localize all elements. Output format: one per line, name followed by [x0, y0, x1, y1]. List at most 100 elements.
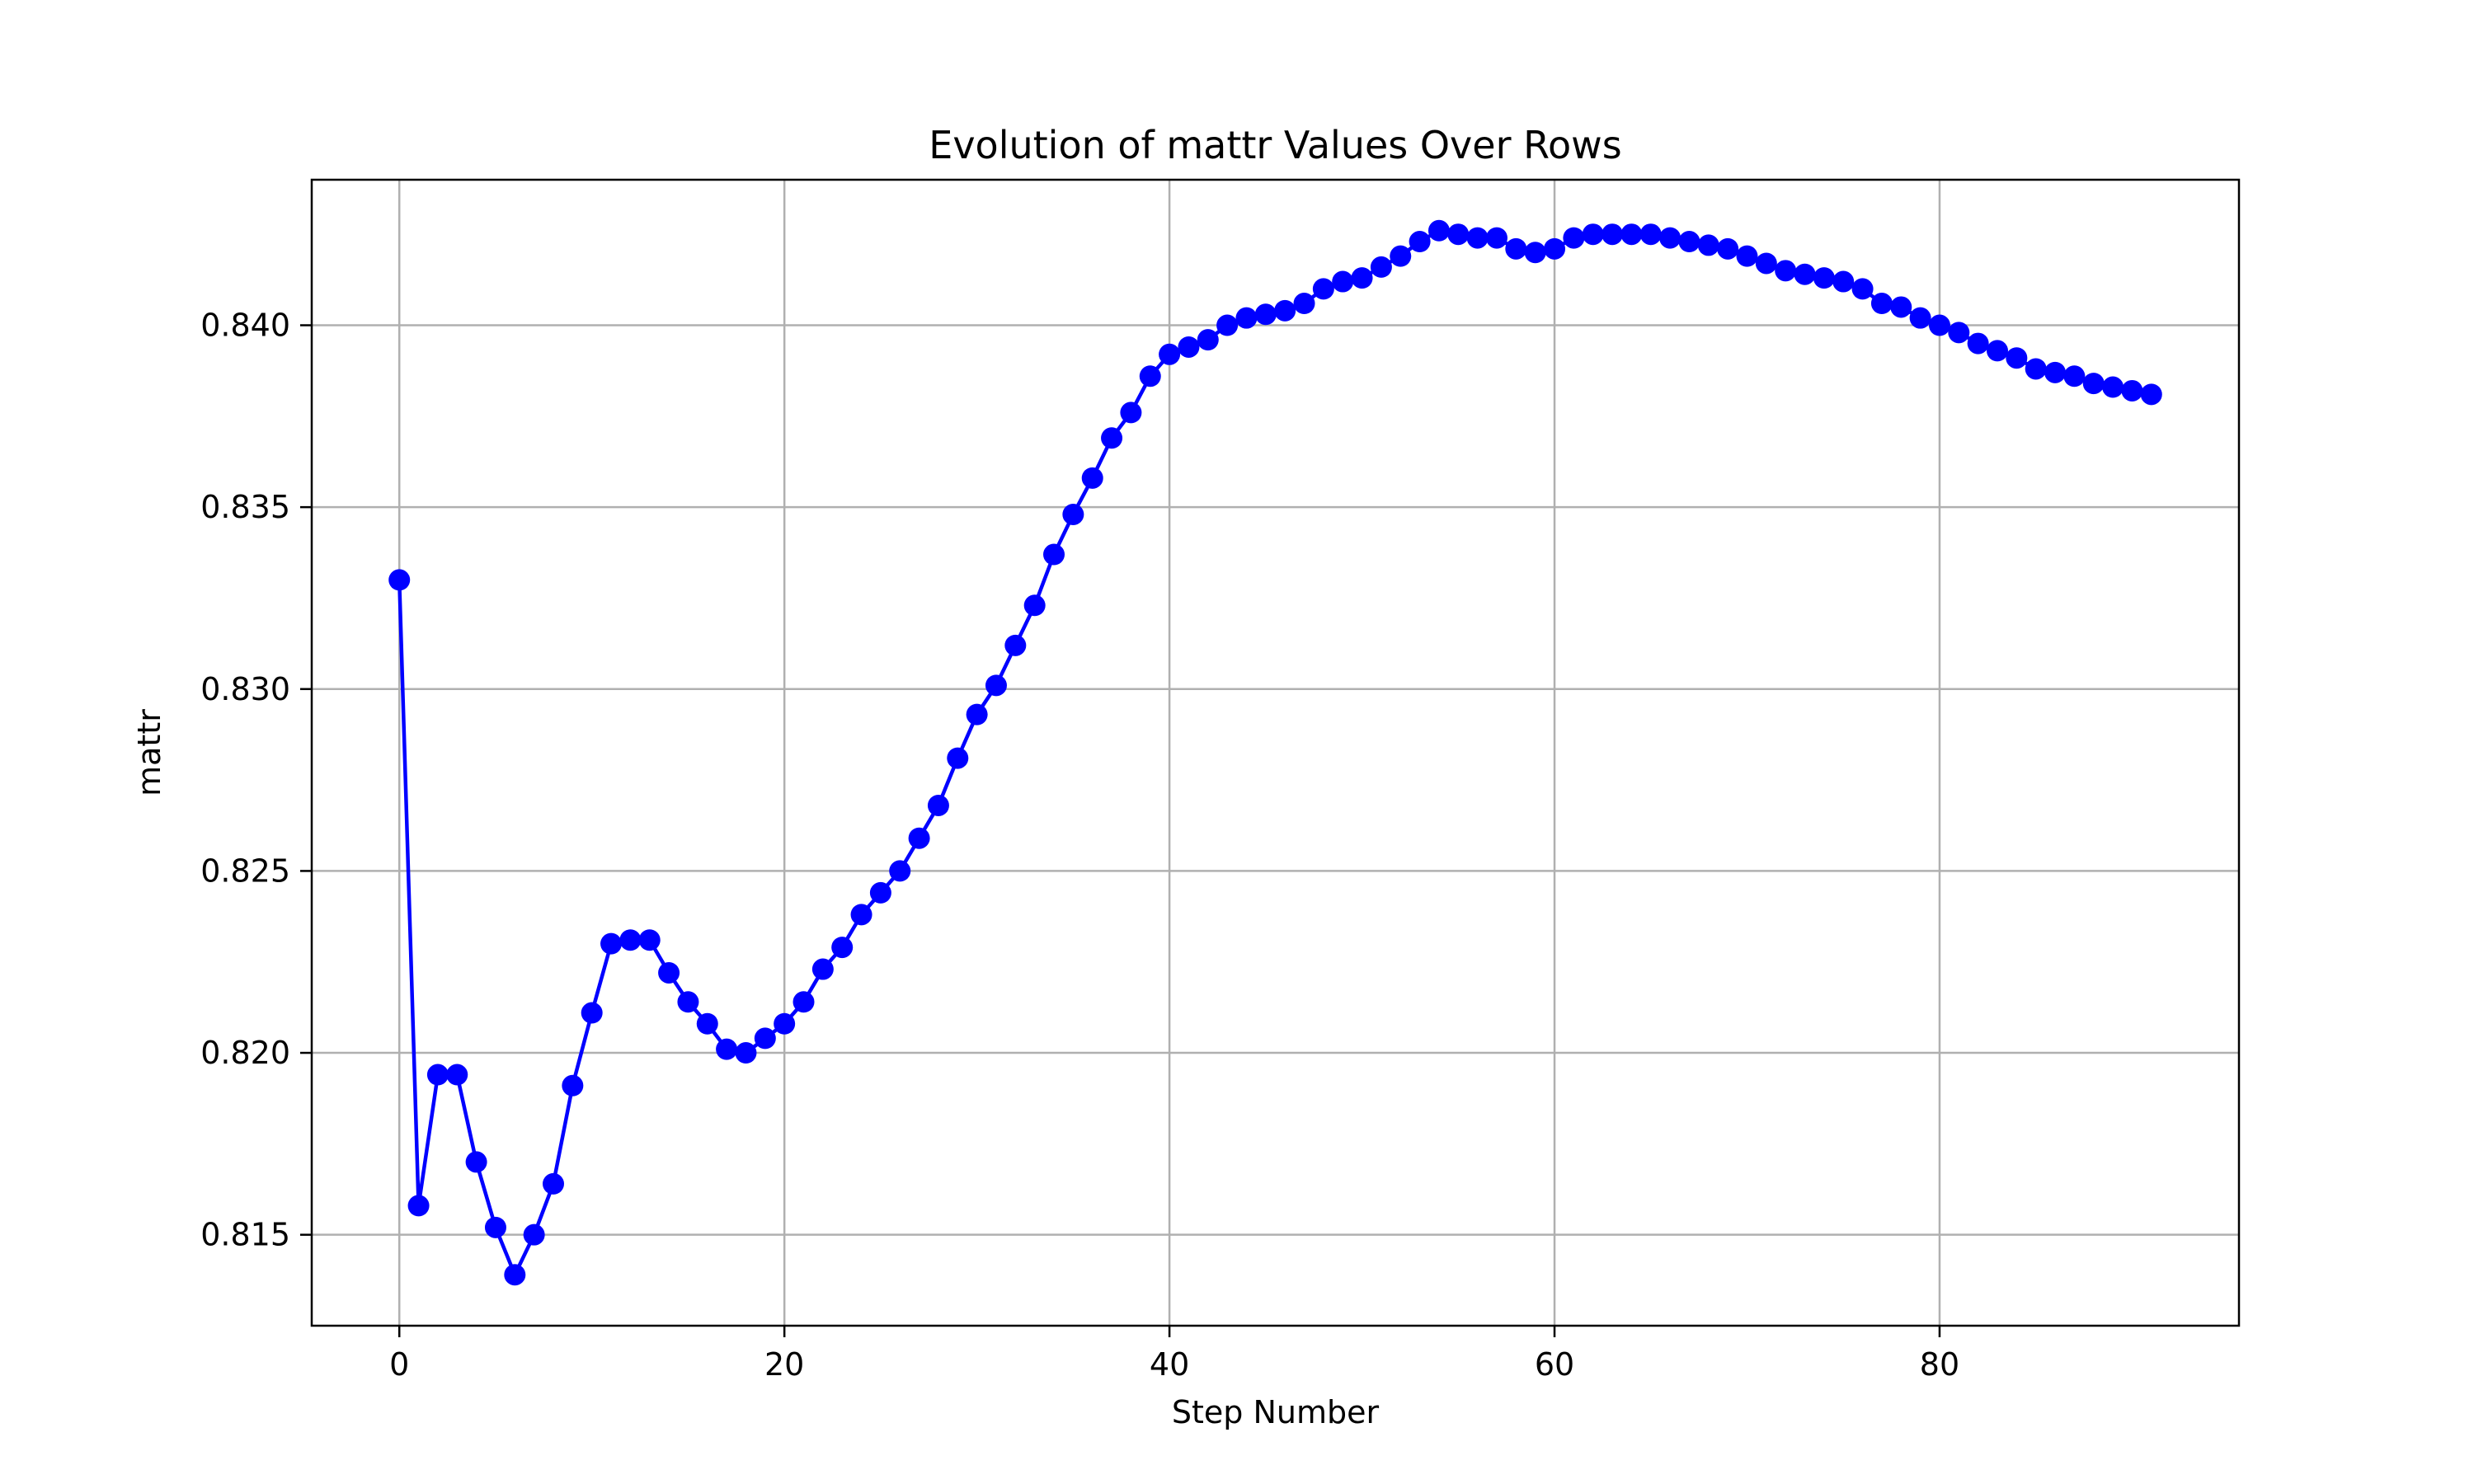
data-point: [1813, 267, 1835, 289]
data-point: [1159, 343, 1181, 365]
data-point: [831, 937, 854, 959]
data-point: [1505, 237, 1527, 260]
data-point: [1178, 336, 1200, 358]
y-tick-label: 0.820: [200, 1035, 290, 1071]
data-point: [2102, 376, 2124, 398]
data-point: [1870, 293, 1893, 315]
data-point: [735, 1042, 757, 1064]
data-point: [2063, 365, 2086, 387]
data-point: [1524, 242, 1546, 264]
data-point: [2140, 383, 2162, 406]
y-tick-label: 0.830: [200, 671, 290, 707]
data-point: [793, 991, 815, 1013]
x-axis-ticks: 0 20 40 60 80: [389, 1326, 1959, 1383]
data-point: [1755, 252, 1777, 275]
data-point: [543, 1172, 564, 1195]
x-tick-label: 0: [389, 1346, 409, 1383]
data-point: [1659, 227, 1681, 249]
data-point: [1081, 467, 1103, 489]
x-tick-label: 60: [1535, 1346, 1574, 1383]
data-point: [446, 1064, 468, 1086]
data-point: [1832, 270, 1855, 293]
data-point: [504, 1264, 526, 1286]
data-point: [1890, 296, 1912, 318]
data-point: [927, 794, 949, 816]
data-point: [1948, 322, 1970, 344]
data-point: [484, 1216, 506, 1238]
data-point: [1274, 299, 1296, 322]
data-point: [1043, 543, 1065, 566]
data-point: [1466, 227, 1489, 249]
data-point: [581, 1002, 603, 1024]
data-point: [1139, 365, 1161, 387]
plot-area: [312, 180, 2239, 1326]
data-point: [811, 958, 834, 980]
data-point: [1775, 260, 1797, 282]
data-point: [889, 860, 911, 882]
data-point: [1101, 427, 1123, 449]
data-point: [985, 674, 1007, 697]
data-point: [1639, 223, 1662, 246]
y-tick-label: 0.815: [200, 1217, 290, 1253]
data-point: [619, 929, 642, 951]
data-point: [562, 1074, 584, 1097]
data-point: [1602, 223, 1624, 246]
data-point: [638, 929, 661, 951]
data-point: [1794, 263, 1816, 285]
data-point: [658, 961, 680, 984]
data-point: [1004, 634, 1027, 656]
data-point: [1351, 267, 1373, 289]
data-point: [1332, 270, 1354, 293]
data-point: [1216, 314, 1239, 336]
data-point: [1620, 223, 1643, 246]
data-point: [908, 827, 930, 849]
data-point: [1312, 278, 1334, 300]
data-point: [1409, 231, 1431, 253]
data-point: [1736, 245, 1758, 267]
data-point: [1062, 503, 1084, 525]
x-tick-label: 40: [1150, 1346, 1189, 1383]
data-point: [1563, 227, 1585, 249]
data-point: [1987, 340, 2008, 362]
x-axis-label: Step Number: [1172, 1394, 1380, 1430]
plot-frame: [310, 178, 2241, 1327]
chart-title: Evolution of mattr Values Over Rows: [929, 123, 1621, 167]
data-point: [754, 1027, 776, 1050]
data-point: [600, 932, 623, 955]
data-point: [696, 1012, 718, 1035]
data-point: [1697, 234, 1719, 256]
data-point: [1909, 307, 1931, 329]
x-tick-label: 80: [1920, 1346, 1959, 1383]
data-point: [1120, 402, 1142, 424]
data-point: [716, 1038, 738, 1060]
data-point: [2121, 379, 2143, 402]
series-layer: [388, 219, 2162, 1286]
data-point: [1023, 594, 1046, 617]
data-point: [850, 904, 872, 926]
data-point: [2082, 373, 2105, 395]
data-point: [947, 747, 969, 769]
data-point: [1293, 293, 1315, 315]
data-point: [1390, 245, 1412, 267]
y-tick-label: 0.840: [200, 308, 290, 344]
data-point: [1717, 237, 1739, 260]
data-point: [1235, 307, 1258, 329]
data-point: [1851, 278, 1874, 300]
data-point: [523, 1223, 545, 1246]
data-point: [1447, 223, 1470, 246]
data-point: [2006, 347, 2028, 369]
data-point: [407, 1195, 430, 1217]
data-point: [1427, 219, 1450, 242]
data-point: [1928, 314, 1950, 336]
data-point: [1370, 256, 1392, 278]
x-tick-label: 20: [764, 1346, 804, 1383]
data-point: [1254, 303, 1277, 326]
data-point: [677, 991, 699, 1013]
data-point: [2044, 361, 2067, 383]
y-axis-ticks: 0.815 0.820 0.825 0.830 0.835 0.840: [200, 308, 312, 1253]
data-point: [1582, 223, 1604, 246]
data-point: [465, 1151, 487, 1173]
data-point: [1678, 231, 1700, 253]
